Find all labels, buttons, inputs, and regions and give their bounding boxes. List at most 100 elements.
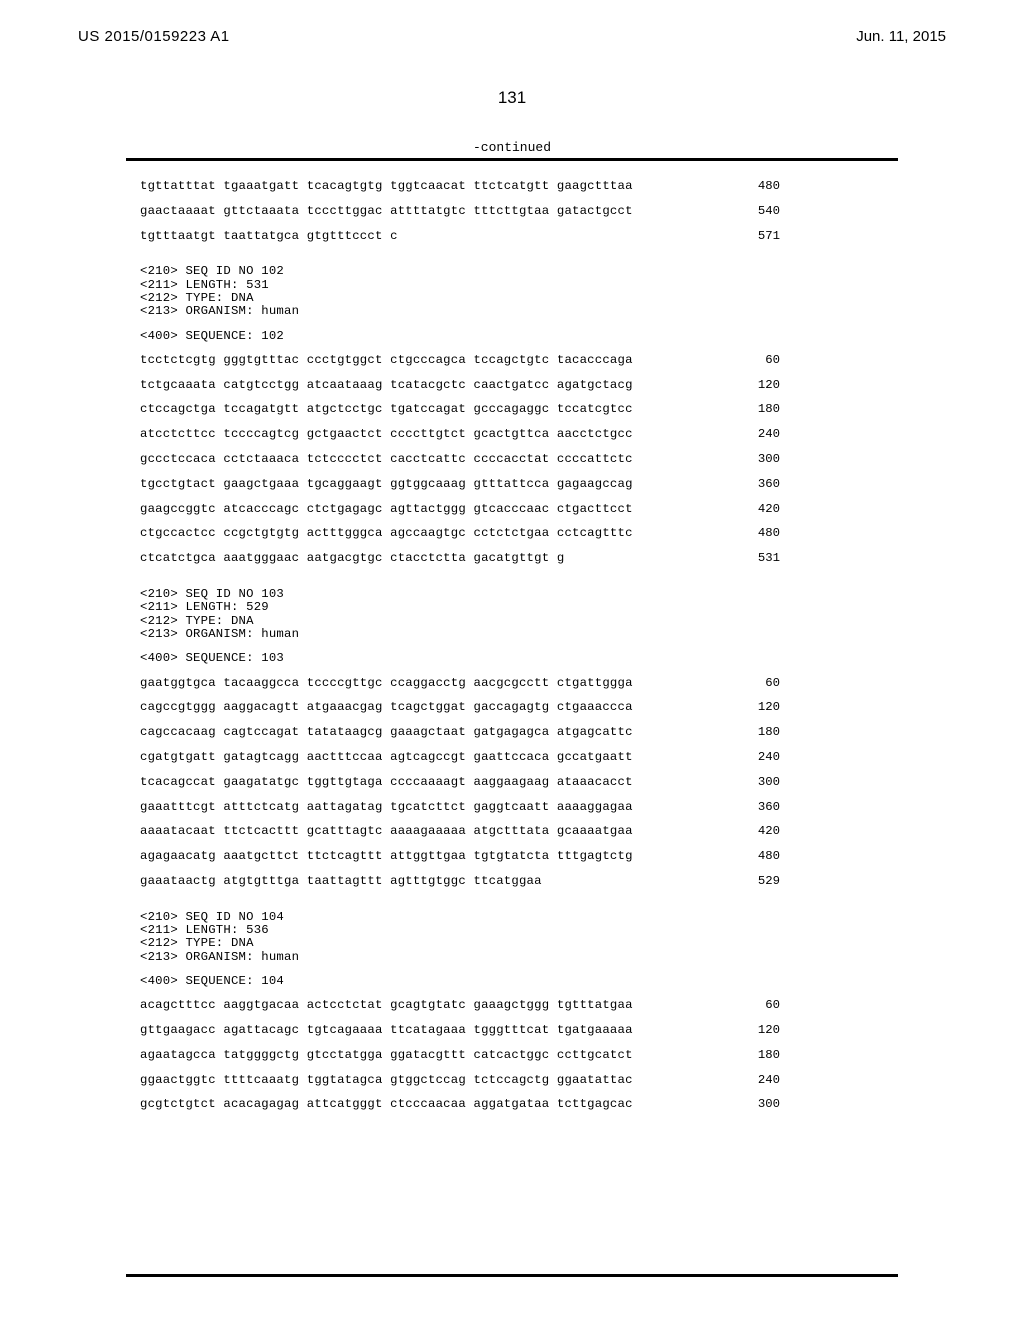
sequence-text: gccctccaca cctctaaaca tctcccctct cacctca… <box>140 453 633 465</box>
sequence-row: ctccagctga tccagatgtt atgctcctgc tgatcca… <box>140 403 780 415</box>
sequence-row: tcacagccat gaagatatgc tggttgtaga ccccaaa… <box>140 776 780 788</box>
sequence-text: aaaatacaat ttctcacttt gcatttagtc aaaagaa… <box>140 825 633 837</box>
meta-line: <212> TYPE: DNA <box>140 615 884 627</box>
sequence-row: cagccgtggg aaggacagtt atgaaacgag tcagctg… <box>140 701 780 713</box>
sequence-text: tcctctcgtg gggtgtttac ccctgtggct ctgccca… <box>140 354 633 366</box>
sequence-pos: 571 <box>724 230 780 242</box>
sequence-pos: 420 <box>724 503 780 515</box>
sequence-pos: 240 <box>724 428 780 440</box>
sequence-text: gaactaaaat gttctaaata tcccttggac attttat… <box>140 205 633 217</box>
meta-line: <212> TYPE: DNA <box>140 937 884 949</box>
sequence-text: cagccacaag cagtccagat tatataagcg gaaagct… <box>140 726 633 738</box>
sequence-pos: 480 <box>724 527 780 539</box>
sequence-row: agagaacatg aaatgcttct ttctcagttt attggtt… <box>140 850 780 862</box>
sequence-pos: 120 <box>724 1024 780 1036</box>
meta-line: <400> SEQUENCE: 104 <box>140 975 884 987</box>
sequence-row: gaaatttcgt atttctcatg aattagatag tgcatct… <box>140 801 780 813</box>
sequence-text: gaaatttcgt atttctcatg aattagatag tgcatct… <box>140 801 633 813</box>
sequence-pos: 531 <box>724 552 780 564</box>
meta-line: <210> SEQ ID NO 104 <box>140 911 884 923</box>
sequence-text: acagctttcc aaggtgacaa actcctctat gcagtgt… <box>140 999 633 1011</box>
sequence-pos: 60 <box>724 677 780 689</box>
sequence-pos: 420 <box>724 825 780 837</box>
sequence-pos: 180 <box>724 1049 780 1061</box>
sequence-pos: 300 <box>724 453 780 465</box>
sequence-pos: 120 <box>724 701 780 713</box>
sequence-text: tgcctgtact gaagctgaaa tgcaggaagt ggtggca… <box>140 478 633 490</box>
sequence-text: tgttatttat tgaaatgatt tcacagtgtg tggtcaa… <box>140 180 633 192</box>
sequence-row: tgtttaatgt taattatgca gtgtttccct c 571 <box>140 230 780 242</box>
sequence-row: gttgaagacc agattacagc tgtcagaaaa ttcatag… <box>140 1024 780 1036</box>
sequence-pos: 120 <box>724 379 780 391</box>
sequence-text: ctccagctga tccagatgtt atgctcctgc tgatcca… <box>140 403 633 415</box>
sequence-row: tctgcaaata catgtcctgg atcaataaag tcatacg… <box>140 379 780 391</box>
sequence-row: agaatagcca tatggggctg gtcctatgga ggatacg… <box>140 1049 780 1061</box>
sequence-row: ggaactggtc ttttcaaatg tggtatagca gtggctc… <box>140 1074 780 1086</box>
meta-line: <211> LENGTH: 529 <box>140 601 884 613</box>
sequence-text: tgtttaatgt taattatgca gtgtttccct c <box>140 230 398 242</box>
meta-line: <213> ORGANISM: human <box>140 305 884 317</box>
sequence-pos: 529 <box>724 875 780 887</box>
meta-line: <213> ORGANISM: human <box>140 951 884 963</box>
sequence-text: gcgtctgtct acacagagag attcatgggt ctcccaa… <box>140 1098 633 1110</box>
sequence-text: cgatgtgatt gatagtcagg aactttccaa agtcagc… <box>140 751 633 763</box>
sequence-row: gaagccggtc atcacccagc ctctgagagc agttact… <box>140 503 780 515</box>
sequence-pos: 360 <box>724 801 780 813</box>
rule-top <box>126 158 898 161</box>
sequence-pos: 360 <box>724 478 780 490</box>
meta-line: <211> LENGTH: 536 <box>140 924 884 936</box>
sequence-row: gcgtctgtct acacagagag attcatgggt ctcccaa… <box>140 1098 780 1110</box>
sequence-pos: 540 <box>724 205 780 217</box>
sequence-pos: 480 <box>724 850 780 862</box>
sequence-pos: 60 <box>724 354 780 366</box>
sequence-text: ctcatctgca aaatgggaac aatgacgtgc ctacctc… <box>140 552 564 564</box>
sequence-row: acagctttcc aaggtgacaa actcctctat gcagtgt… <box>140 999 780 1011</box>
meta-line: <211> LENGTH: 531 <box>140 279 884 291</box>
sequence-row: ctgccactcc ccgctgtgtg actttgggca agccaag… <box>140 527 780 539</box>
sequence-row: aaaatacaat ttctcacttt gcatttagtc aaaagaa… <box>140 825 780 837</box>
continued-label: -continued <box>0 140 1024 155</box>
sequence-row: gaatggtgca tacaaggcca tccccgttgc ccaggac… <box>140 677 780 689</box>
sequence-row: tcctctcgtg gggtgtttac ccctgtggct ctgccca… <box>140 354 780 366</box>
page-number: 131 <box>0 88 1024 108</box>
sequence-text: gttgaagacc agattacagc tgtcagaaaa ttcatag… <box>140 1024 633 1036</box>
sequence-row: tgcctgtact gaagctgaaa tgcaggaagt ggtggca… <box>140 478 780 490</box>
rule-bottom <box>126 1274 898 1277</box>
meta-line: <210> SEQ ID NO 103 <box>140 588 884 600</box>
meta-line: <213> ORGANISM: human <box>140 628 884 640</box>
sequence-pos: 300 <box>724 776 780 788</box>
sequence-listing: tgttatttat tgaaatgatt tcacagtgtg tggtcaa… <box>140 180 884 1134</box>
sequence-text: tctgcaaata catgtcctgg atcaataaag tcatacg… <box>140 379 633 391</box>
meta-line: <212> TYPE: DNA <box>140 292 884 304</box>
sequence-pos: 300 <box>724 1098 780 1110</box>
sequence-pos: 180 <box>724 403 780 415</box>
sequence-text: ggaactggtc ttttcaaatg tggtatagca gtggctc… <box>140 1074 633 1086</box>
page: US 2015/0159223 A1 Jun. 11, 2015 131 -co… <box>0 0 1024 1320</box>
sequence-pos: 60 <box>724 999 780 1011</box>
sequence-row: cagccacaag cagtccagat tatataagcg gaaagct… <box>140 726 780 738</box>
sequence-pos: 240 <box>724 1074 780 1086</box>
sequence-text: gaatggtgca tacaaggcca tccccgttgc ccaggac… <box>140 677 633 689</box>
sequence-pos: 180 <box>724 726 780 738</box>
sequence-row: tgttatttat tgaaatgatt tcacagtgtg tggtcaa… <box>140 180 780 192</box>
sequence-row: gaactaaaat gttctaaata tcccttggac attttat… <box>140 205 780 217</box>
publication-number: US 2015/0159223 A1 <box>78 28 230 45</box>
sequence-text: gaagccggtc atcacccagc ctctgagagc agttact… <box>140 503 633 515</box>
sequence-text: agagaacatg aaatgcttct ttctcagttt attggtt… <box>140 850 633 862</box>
meta-line: <400> SEQUENCE: 102 <box>140 330 884 342</box>
publication-date: Jun. 11, 2015 <box>856 28 946 45</box>
meta-line: <400> SEQUENCE: 103 <box>140 652 884 664</box>
sequence-text: agaatagcca tatggggctg gtcctatgga ggatacg… <box>140 1049 633 1061</box>
sequence-row: atcctcttcc tccccagtcg gctgaactct ccccttg… <box>140 428 780 440</box>
sequence-row: gccctccaca cctctaaaca tctcccctct cacctca… <box>140 453 780 465</box>
meta-line: <210> SEQ ID NO 102 <box>140 265 884 277</box>
sequence-row: cgatgtgatt gatagtcagg aactttccaa agtcagc… <box>140 751 780 763</box>
sequence-text: cagccgtggg aaggacagtt atgaaacgag tcagctg… <box>140 701 633 713</box>
sequence-text: ctgccactcc ccgctgtgtg actttgggca agccaag… <box>140 527 633 539</box>
sequence-pos: 240 <box>724 751 780 763</box>
sequence-text: gaaataactg atgtgtttga taattagttt agtttgt… <box>140 875 542 887</box>
sequence-text: atcctcttcc tccccagtcg gctgaactct ccccttg… <box>140 428 633 440</box>
sequence-pos: 480 <box>724 180 780 192</box>
sequence-row: gaaataactg atgtgtttga taattagttt agtttgt… <box>140 875 780 887</box>
sequence-row: ctcatctgca aaatgggaac aatgacgtgc ctacctc… <box>140 552 780 564</box>
